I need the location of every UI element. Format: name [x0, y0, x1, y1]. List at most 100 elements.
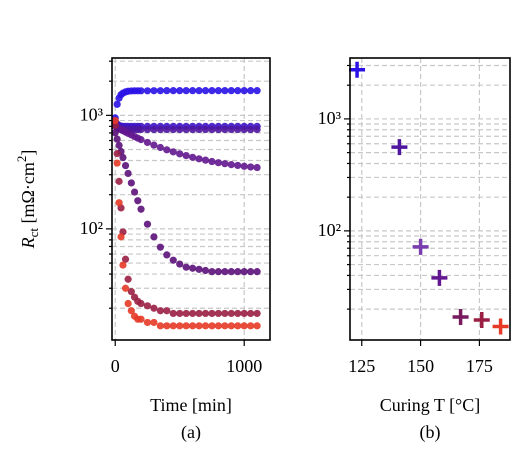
- data-point: [163, 125, 171, 134]
- data-point: [208, 87, 216, 95]
- data-point: [189, 309, 197, 318]
- data-point: [163, 322, 171, 330]
- data-point: [247, 309, 255, 318]
- y-tick-label: 10³: [318, 108, 342, 128]
- data-point: [234, 125, 242, 134]
- data-point: [121, 284, 130, 292]
- data-point: [113, 159, 121, 167]
- data-point: [111, 116, 119, 125]
- data-point: [163, 307, 171, 315]
- data-point: [240, 268, 248, 276]
- data-point: [163, 146, 171, 154]
- data-point: [143, 318, 152, 327]
- data-point: [214, 322, 223, 330]
- data-point: [208, 322, 216, 330]
- data-point: [182, 309, 190, 318]
- data-point: [134, 197, 142, 205]
- data-point: [221, 87, 229, 95]
- axes-frame: [111, 57, 271, 341]
- data-point: [221, 125, 229, 134]
- data-point: [247, 87, 255, 95]
- data-point: [221, 268, 229, 276]
- data-point: [156, 87, 164, 95]
- data-point: [234, 87, 242, 95]
- data-point: [115, 141, 123, 149]
- data-point: [163, 251, 171, 259]
- axes-frame: [349, 57, 511, 341]
- data-point: [208, 309, 216, 318]
- data-point: [137, 125, 145, 134]
- data-point: [176, 260, 184, 268]
- x-tick-label: 1000: [226, 356, 262, 376]
- data-point: [221, 309, 229, 318]
- data-point: [113, 100, 121, 108]
- data-point: [201, 125, 210, 134]
- data-point: [143, 220, 152, 228]
- subplot-caption: (b): [420, 422, 441, 443]
- data-point: [143, 138, 152, 147]
- data-point: [214, 87, 223, 95]
- plus-marker: [431, 269, 448, 286]
- data-point: [227, 322, 235, 330]
- data-point: [124, 169, 132, 178]
- x-tick-label: 175: [466, 356, 493, 376]
- data-point: [169, 87, 177, 95]
- data-point: [137, 136, 145, 144]
- data-point: [227, 87, 235, 95]
- data-point: [169, 256, 177, 264]
- data-point: [127, 288, 135, 296]
- data-point: [119, 261, 127, 269]
- x-axis-label: Curing T [°C]: [380, 395, 481, 415]
- data-point: [208, 157, 216, 166]
- data-point: [189, 322, 197, 330]
- data-point: [227, 268, 235, 276]
- x-tick-label: 0: [111, 356, 120, 376]
- plus-marker: [391, 139, 408, 156]
- data-point: [169, 125, 177, 134]
- data-point: [240, 162, 248, 170]
- data-point: [253, 309, 261, 318]
- y-tick-label: 10²: [318, 220, 341, 240]
- y-label-unit: [mΩ·cm: [18, 162, 38, 228]
- plus-marker: [412, 238, 429, 255]
- data-point: [182, 125, 190, 134]
- data-point: [240, 322, 248, 330]
- data-point: [119, 153, 127, 162]
- data-point: [221, 160, 229, 168]
- data-point: [150, 87, 158, 95]
- data-point: [214, 268, 223, 276]
- data-point: [124, 275, 132, 283]
- data-point: [189, 264, 197, 272]
- data-point: [214, 159, 223, 167]
- x-tick-label: 150: [407, 356, 434, 376]
- data-point: [156, 307, 164, 315]
- data-point: [253, 268, 261, 276]
- data-point: [195, 155, 203, 163]
- data-point: [221, 322, 229, 330]
- data-point: [240, 125, 248, 134]
- data-point: [150, 318, 158, 327]
- plus-marker: [452, 309, 469, 326]
- data-point: [156, 243, 164, 251]
- data-point: [195, 87, 203, 95]
- data-point: [169, 322, 177, 330]
- data-point: [113, 150, 121, 158]
- data-point: [195, 265, 203, 273]
- data-point: [182, 322, 190, 330]
- data-point: [150, 233, 158, 241]
- data-point: [227, 309, 235, 318]
- data-point: [247, 322, 255, 330]
- data-point: [253, 322, 261, 330]
- data-point: [113, 135, 121, 143]
- data-point: [189, 125, 197, 134]
- plus-marker: [349, 61, 366, 78]
- x-axis-label: Time [min]: [150, 395, 232, 415]
- data-point: [247, 125, 255, 134]
- data-point: [150, 304, 158, 312]
- plus-marker: [492, 318, 509, 335]
- data-point: [189, 87, 197, 95]
- data-point: [176, 309, 184, 318]
- data-point: [195, 309, 203, 318]
- data-point: [156, 322, 164, 330]
